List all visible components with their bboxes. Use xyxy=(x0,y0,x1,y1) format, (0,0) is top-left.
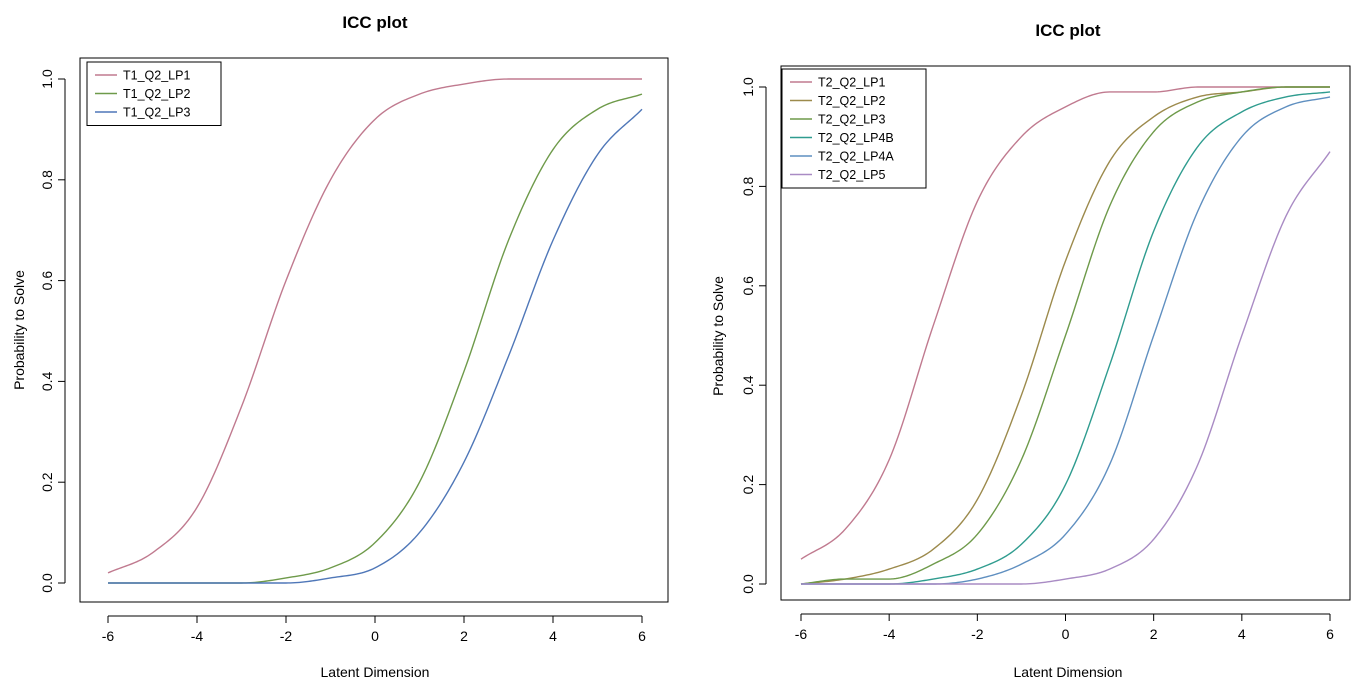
legend-label: T2_Q2_LP5 xyxy=(818,168,885,182)
x-tick-label: -4 xyxy=(883,626,896,642)
x-tick-label: -4 xyxy=(191,628,204,644)
y-tick-label: 0.4 xyxy=(740,375,756,395)
legend-label: T1_Q2_LP3 xyxy=(123,106,190,120)
series-lines xyxy=(107,78,643,584)
y-tick-label: 0.8 xyxy=(740,176,756,196)
y-tick-label: 0.4 xyxy=(39,371,55,391)
plot-frame xyxy=(79,57,669,603)
y-tick-label: 1.0 xyxy=(39,69,55,89)
x-tick-label: 0 xyxy=(371,628,379,644)
x-tick-label: -2 xyxy=(971,626,984,642)
chart-title: ICC plot xyxy=(1035,21,1100,40)
x-axis-label: Latent Dimension xyxy=(321,664,430,680)
legend-label: T2_Q2_LP4A xyxy=(818,150,894,164)
legend: T2_Q2_LP1 T2_Q2_LP2 T2_Q2_LP3 T2_Q2_LP4B T2_… xyxy=(781,68,927,189)
y-tick-label: 0.6 xyxy=(39,271,55,291)
x-tick-label: -2 xyxy=(280,628,293,644)
x-tick-label: 0 xyxy=(1062,626,1070,642)
x-tick-label: 2 xyxy=(1150,626,1158,642)
icc-plot-2: ICC plot Latent Dimension Probability to… xyxy=(710,21,1351,680)
x-tick-label: 4 xyxy=(1238,626,1246,642)
y-axis-label: Probability to Solve xyxy=(710,276,726,396)
icc-plot-1: ICC plot Latent Dimension Probability to… xyxy=(11,13,669,680)
series-lines xyxy=(800,86,1331,585)
x-tick-label: 2 xyxy=(460,628,468,644)
series-line-T1_Q2_LP1 xyxy=(107,78,642,574)
y-tick-label: 0.8 xyxy=(39,170,55,190)
icc-plot-panel-2: ICC plot Latent Dimension Probability to… xyxy=(680,0,1359,682)
y-tick-label: 0.2 xyxy=(740,475,756,495)
y-tick-label: 0.0 xyxy=(39,573,55,593)
axes-group: -6 -4 -2 0 2 4 6 0.0 0.2 0.4 0.6 0.8 1.0 xyxy=(740,65,1351,642)
y-tick-label: 0.6 xyxy=(740,276,756,296)
legend-label: T1_Q2_LP2 xyxy=(123,87,190,101)
y-axis-label: Probability to Solve xyxy=(11,270,27,390)
legend-label: T2_Q2_LP1 xyxy=(818,76,885,90)
series-line-T2_Q2_LP3 xyxy=(800,86,1330,585)
y-tick-label: 0.2 xyxy=(39,472,55,492)
legend-label: T2_Q2_LP4B xyxy=(818,131,894,145)
x-tick-label: -6 xyxy=(795,626,808,642)
series-line-T2_Q2_LP1 xyxy=(800,86,1330,560)
legend-label: T2_Q2_LP3 xyxy=(818,113,885,127)
x-axis-label: Latent Dimension xyxy=(1014,664,1123,680)
icc-plot-panel-1: ICC plot Latent Dimension Probability to… xyxy=(11,13,669,680)
x-tick-label: 6 xyxy=(1326,626,1334,642)
legend-label: T1_Q2_LP1 xyxy=(123,69,190,83)
legend: T1_Q2_LP1 T1_Q2_LP2 T1_Q2_LP3 xyxy=(86,61,222,126)
x-tick-label: -6 xyxy=(102,628,115,644)
legend-label: T2_Q2_LP2 xyxy=(818,94,885,108)
y-tick-label: 0.0 xyxy=(740,574,756,594)
chart-title: ICC plot xyxy=(342,13,407,32)
plot-frame xyxy=(780,65,1351,601)
series-line-T1_Q2_LP2 xyxy=(108,93,643,584)
x-tick-label: 6 xyxy=(638,628,646,644)
legend-box xyxy=(781,68,927,189)
x-tick-label: 4 xyxy=(549,628,557,644)
y-tick-label: 1.0 xyxy=(740,77,756,97)
series-line-T2_Q2_LP5 xyxy=(801,151,1331,585)
axes-group: -6 -4 -2 0 2 4 6 0.0 0.2 0.4 0.6 0.8 1.0 xyxy=(39,57,669,644)
series-line-T1_Q2_LP3 xyxy=(108,108,643,584)
